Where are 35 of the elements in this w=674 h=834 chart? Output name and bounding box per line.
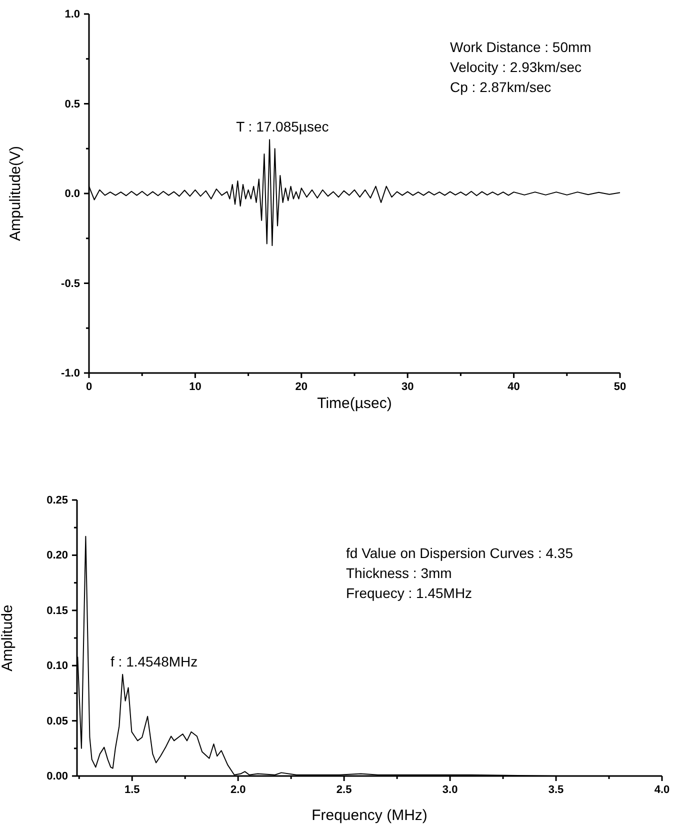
x-tick-label: 2.5 bbox=[336, 784, 352, 796]
y-axis-title: Amplitude bbox=[0, 604, 16, 672]
y-tick-label: 0.00 bbox=[46, 770, 68, 783]
x-axis-title: Time(µsec) bbox=[317, 395, 392, 412]
annotation: f : 1.4548MHz bbox=[110, 653, 198, 670]
x-tick-label: 4.0 bbox=[654, 784, 670, 796]
y-tick-label: 0.15 bbox=[46, 604, 68, 617]
x-tick-label: 40 bbox=[508, 380, 520, 393]
annotation: T : 17.085µsec bbox=[236, 118, 329, 135]
x-tick-label: 50 bbox=[614, 380, 626, 393]
y-tick-label: 0.10 bbox=[46, 660, 68, 672]
annotation: fd Value on Dispersion Curves : 4.35 bbox=[346, 545, 574, 561]
annotation: Frequecy : 1.45MHz bbox=[346, 585, 472, 601]
y-tick-label: 1.0 bbox=[64, 8, 80, 21]
x-tick-label: 2.0 bbox=[230, 784, 246, 796]
annotation: Cp : 2.87km/sec bbox=[450, 79, 552, 95]
y-tick-label: -0.5 bbox=[61, 278, 80, 290]
y-tick-label: 0.25 bbox=[46, 494, 68, 507]
y-axis-title: Ampulitude(V) bbox=[7, 146, 24, 242]
y-tick-label: 0.05 bbox=[46, 715, 68, 728]
x-axis-title: Frequency (MHz) bbox=[312, 807, 428, 824]
y-tick-label: 0.5 bbox=[64, 98, 80, 110]
x-tick-label: 0 bbox=[86, 380, 92, 393]
x-tick-label: 30 bbox=[401, 380, 414, 393]
x-tick-label: 20 bbox=[295, 380, 308, 393]
x-tick-label: 3.5 bbox=[548, 784, 564, 796]
annotation: Thickness : 3mm bbox=[346, 565, 452, 581]
y-tick-label: -1.0 bbox=[61, 368, 80, 380]
x-tick-label: 10 bbox=[189, 380, 202, 393]
y-tick-label: 0.20 bbox=[46, 550, 68, 562]
y-tick-label: 0.0 bbox=[64, 188, 80, 200]
annotation: Work Distance : 50mm bbox=[450, 39, 592, 55]
annotation: Velocity : 2.93km/sec bbox=[450, 59, 582, 75]
x-tick-label: 3.0 bbox=[442, 784, 458, 796]
x-tick-label: 1.5 bbox=[124, 784, 140, 796]
